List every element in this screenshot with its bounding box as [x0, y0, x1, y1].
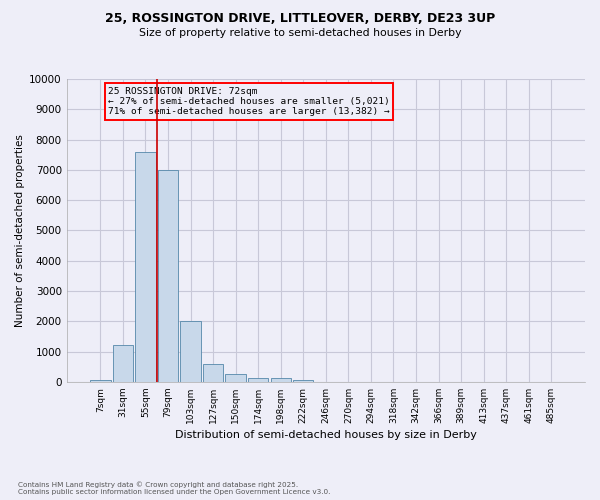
- Bar: [90, 380, 110, 382]
- Bar: [226, 374, 246, 382]
- Bar: [293, 380, 313, 382]
- Bar: [113, 344, 133, 382]
- Bar: [136, 152, 155, 382]
- X-axis label: Distribution of semi-detached houses by size in Derby: Distribution of semi-detached houses by …: [175, 430, 477, 440]
- Text: Contains HM Land Registry data © Crown copyright and database right 2025.
Contai: Contains HM Land Registry data © Crown c…: [18, 482, 331, 495]
- Text: Size of property relative to semi-detached houses in Derby: Size of property relative to semi-detach…: [139, 28, 461, 38]
- Bar: [203, 364, 223, 382]
- Bar: [271, 378, 291, 382]
- Bar: [181, 320, 200, 382]
- Text: 25, ROSSINGTON DRIVE, LITTLEOVER, DERBY, DE23 3UP: 25, ROSSINGTON DRIVE, LITTLEOVER, DERBY,…: [105, 12, 495, 26]
- Text: 25 ROSSINGTON DRIVE: 72sqm
← 27% of semi-detached houses are smaller (5,021)
71%: 25 ROSSINGTON DRIVE: 72sqm ← 27% of semi…: [108, 86, 390, 117]
- Bar: [158, 170, 178, 382]
- Bar: [248, 378, 268, 382]
- Y-axis label: Number of semi-detached properties: Number of semi-detached properties: [15, 134, 25, 327]
